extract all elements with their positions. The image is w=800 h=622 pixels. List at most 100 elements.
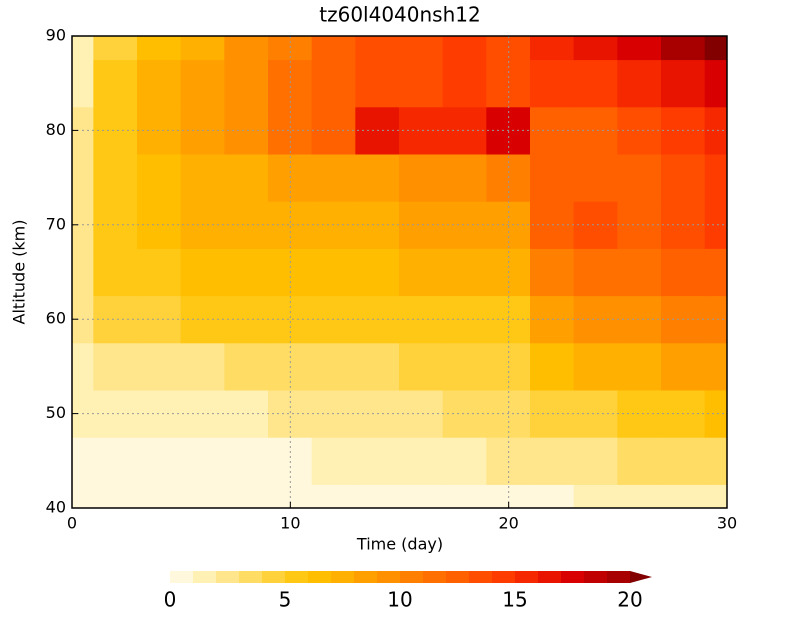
colorbar-box [446,571,470,583]
contour-cell [704,106,727,155]
colorbar-box [377,571,401,583]
contour-cell [268,295,313,344]
contour-cell [311,36,357,61]
contour-cell [399,106,444,155]
y-tick-label: 90 [46,26,66,45]
contour-cell [311,247,357,297]
contour-cell [399,295,444,344]
contour-cell [399,200,444,249]
contour-cell [617,295,662,344]
contour-cell [442,436,488,485]
contour-cell [311,342,357,391]
contour-cell [399,342,444,391]
contour-cell [530,483,575,508]
contour-cell [399,247,444,297]
contour-field [72,36,727,508]
contour-cell [617,247,662,297]
contour-cell [93,295,138,344]
contour-cell [224,389,269,438]
contour-cell [311,483,357,508]
contour-cell [93,342,138,391]
contour-cell [72,483,95,508]
contour-cell [224,436,269,485]
colorbar-extend [630,571,652,583]
contour-cell [442,483,488,508]
contour-cell [93,200,138,249]
contour-cell [661,247,706,297]
contour-cell [72,36,95,61]
contour-cell [355,436,400,485]
y-tick-label: 70 [46,214,66,233]
contour-cell [704,247,727,297]
colorbar-box [170,571,194,583]
colorbar-box [262,571,286,583]
contour-cell [137,106,182,155]
contour-cell [224,153,269,202]
contour-cell [704,483,727,508]
contour-cell [573,59,619,108]
colorbar-box [216,571,240,583]
colorbar-box [354,571,378,583]
x-tick-label: 10 [280,514,300,533]
contour-cell [355,342,400,391]
contour-cell [573,295,619,344]
x-tick-label: 0 [67,514,77,533]
contour-cell [72,59,95,108]
x-axis-label: Time (day) [356,535,443,554]
y-axis-label: Altitude (km) [10,220,29,325]
contour-cell [224,200,269,249]
contour-cell [617,483,662,508]
colorbar-tick-label: 20 [617,588,642,612]
contour-cell [573,436,619,485]
contour-cell [530,59,575,108]
contour-cell [180,247,226,297]
contour-cell [442,200,488,249]
contour-cell [224,247,269,297]
contour-cell [72,247,95,297]
colorbar-tick-label: 5 [279,588,292,612]
colorbar-tick-label: 0 [164,588,177,612]
contour-cell [573,389,619,438]
contour-cell [573,247,619,297]
contour-cell [617,36,662,61]
colorbar-box [538,571,562,583]
contour-cell [137,153,182,202]
contour-cell [661,153,706,202]
colorbar-box [331,571,355,583]
contour-cell [399,436,444,485]
contour-cell [180,342,226,391]
x-tick-label: 20 [498,514,518,533]
contour-cell [617,153,662,202]
contour-cell [399,36,444,61]
contour-cell [311,153,357,202]
contour-cell [180,436,226,485]
contour-cell [355,153,400,202]
contour-cell [399,389,444,438]
contour-cell [93,153,138,202]
colorbar-box [561,571,585,583]
colorbar-box [285,571,309,583]
contour-cell [137,200,182,249]
colorbar-box [400,571,424,583]
contour-cell [704,389,727,438]
contour-cell [72,436,95,485]
y-tick-label: 50 [46,403,66,422]
contour-cell [355,483,400,508]
x-tick-label: 30 [717,514,737,533]
contour-cell [530,247,575,297]
contour-cell [704,342,727,391]
contour-cell [573,483,619,508]
contour-cell [224,483,269,508]
contour-cell [442,389,488,438]
contour-cell [137,36,182,61]
contour-cell [224,295,269,344]
contour-cell [137,342,182,391]
contour-cell [72,153,95,202]
contour-cell [399,153,444,202]
contour-cell [661,483,706,508]
contour-cell [355,247,400,297]
contour-cell [704,200,727,249]
contour-cell [180,59,226,108]
colorbar-tick-label: 10 [387,588,412,612]
